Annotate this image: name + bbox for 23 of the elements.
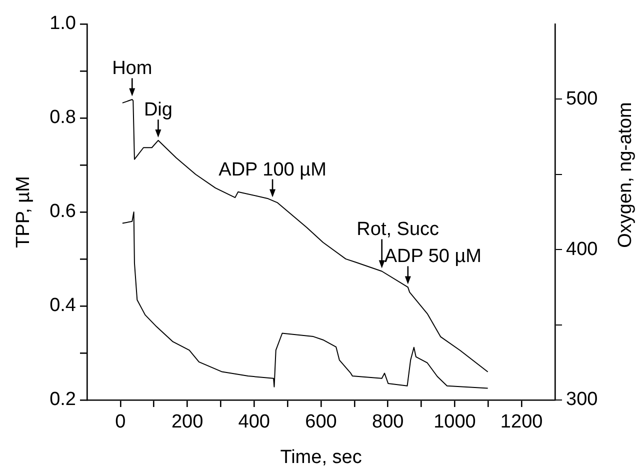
y-tick-label: 0.2 bbox=[50, 389, 76, 410]
y2-tick-label: 400 bbox=[566, 238, 598, 260]
x-tick-label: 1000 bbox=[434, 412, 476, 433]
annotation: ADP 50 µM bbox=[384, 246, 482, 268]
x-tick-label: 400 bbox=[238, 412, 270, 433]
annotation: Hom bbox=[112, 58, 152, 80]
x-tick-label: 1200 bbox=[500, 412, 543, 433]
annotation: Dig bbox=[144, 100, 172, 121]
x-axis-title: Time, sec bbox=[280, 447, 362, 468]
y-tick-label: 0.4 bbox=[50, 295, 76, 316]
y-tick-label: 0.6 bbox=[50, 201, 76, 222]
y-tick-label: 1.0 bbox=[50, 13, 76, 34]
annotation: Rot, Succ bbox=[356, 219, 440, 240]
x-tick-label: 600 bbox=[305, 412, 337, 433]
x-tick-label: 800 bbox=[372, 412, 404, 433]
x-tick-label: 200 bbox=[171, 412, 204, 433]
x-tick-label: 0 bbox=[115, 412, 126, 433]
y-axis-title: TPP, µM bbox=[13, 176, 34, 248]
annotation: ADP 100 µM bbox=[218, 159, 326, 180]
y2-axis-title: Oxygen, ng-atom bbox=[615, 102, 636, 248]
y2-tick-label: 500 bbox=[566, 88, 598, 110]
y2-tick-label: 300 bbox=[566, 389, 598, 410]
y-tick-label: 0.8 bbox=[50, 107, 76, 128]
